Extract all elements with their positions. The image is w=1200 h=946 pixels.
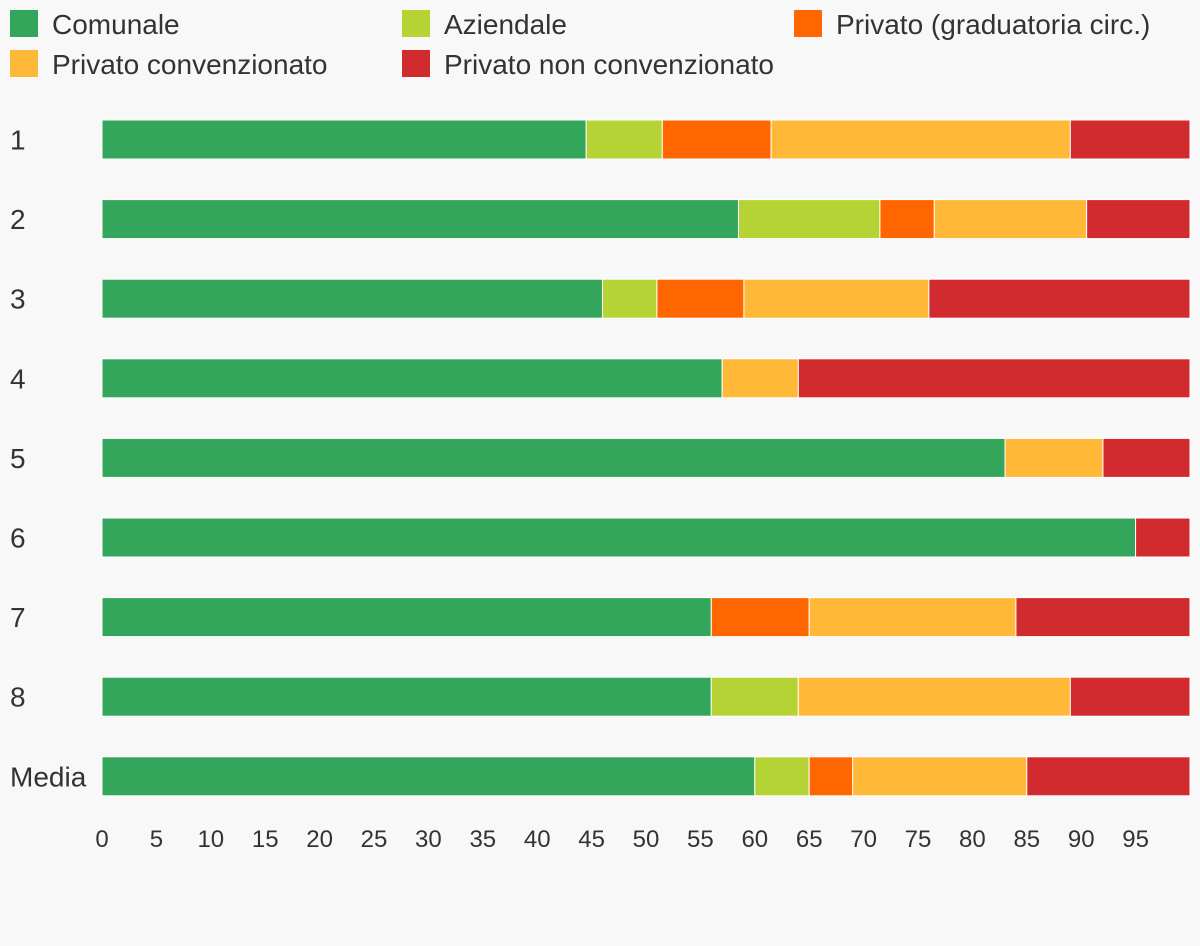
bar-segment bbox=[1004, 437, 1104, 478]
legend-swatch-privato-graduatoria-circ bbox=[794, 10, 822, 37]
x-tick-label: 40 bbox=[524, 826, 551, 853]
bar-segment bbox=[737, 199, 881, 240]
bar-segment bbox=[797, 358, 1191, 399]
bar-segment bbox=[101, 517, 1137, 558]
x-axis-ticks: 0 5 10 15 20 25 30 35 40 45 50 55 60 65 70 75 80 85 90 95 bbox=[95, 826, 1149, 853]
bar-segment bbox=[661, 119, 772, 160]
bar-segment bbox=[656, 278, 745, 319]
y-tick-label: 3 bbox=[10, 284, 26, 315]
bar-segment bbox=[1102, 437, 1191, 478]
bar-segment bbox=[1026, 756, 1191, 797]
bar-segment bbox=[1135, 517, 1191, 558]
bar-segment bbox=[754, 756, 810, 797]
y-tick-label: 2 bbox=[10, 204, 26, 235]
y-axis-labels: 1 2 3 4 5 6 7 8 Media bbox=[10, 125, 87, 793]
y-tick-label: 7 bbox=[10, 602, 26, 633]
bar-segment bbox=[808, 756, 854, 797]
bar-segment bbox=[1015, 597, 1191, 638]
bar-segment bbox=[1086, 199, 1191, 240]
bar-segment bbox=[101, 756, 756, 797]
y-tick-label: 5 bbox=[10, 443, 26, 474]
bar-segment bbox=[101, 437, 1006, 478]
legend-swatch-comunale bbox=[10, 10, 38, 37]
legend-swatch-privato-convenzionato bbox=[10, 50, 38, 77]
bar-segment bbox=[928, 278, 1191, 319]
x-tick-label: 70 bbox=[850, 826, 877, 853]
bar-segment bbox=[101, 119, 587, 160]
bar-segment bbox=[101, 199, 739, 240]
y-tick-label: 4 bbox=[10, 363, 26, 394]
x-tick-label: 30 bbox=[415, 826, 442, 853]
x-tick-label: 95 bbox=[1122, 826, 1149, 853]
x-tick-label: 45 bbox=[578, 826, 605, 853]
legend-swatch-privato-non-convenzionato bbox=[402, 50, 430, 77]
bar-segment bbox=[743, 278, 930, 319]
bar-segment bbox=[101, 358, 723, 399]
x-tick-label: 75 bbox=[905, 826, 932, 853]
y-tick-label: 6 bbox=[10, 523, 26, 554]
x-tick-label: 85 bbox=[1013, 826, 1040, 853]
x-tick-label: 5 bbox=[150, 826, 163, 853]
x-tick-label: 10 bbox=[197, 826, 224, 853]
legend-label-privato-graduatoria-circ: Privato (graduatoria circ.) bbox=[836, 9, 1150, 40]
bar-segment bbox=[585, 119, 663, 160]
x-tick-label: 60 bbox=[741, 826, 768, 853]
bar-segment bbox=[797, 676, 1071, 717]
bar-segment bbox=[101, 597, 712, 638]
bar-segment bbox=[1069, 676, 1191, 717]
x-tick-label: 65 bbox=[796, 826, 823, 853]
x-tick-label: 55 bbox=[687, 826, 714, 853]
legend-label-privato-convenzionato: Privato convenzionato bbox=[52, 49, 328, 80]
bar-segment bbox=[601, 278, 658, 319]
x-tick-label: 25 bbox=[361, 826, 388, 853]
chart-bars bbox=[101, 119, 1191, 797]
x-tick-label: 90 bbox=[1068, 826, 1095, 853]
bar-segment bbox=[710, 676, 799, 717]
bar-segment bbox=[1069, 119, 1191, 160]
legend-swatch-aziendale bbox=[402, 10, 430, 37]
bar-segment bbox=[101, 278, 603, 319]
bar-segment bbox=[852, 756, 1028, 797]
bar-segment bbox=[808, 597, 1017, 638]
x-tick-label: 80 bbox=[959, 826, 986, 853]
bar-segment bbox=[721, 358, 799, 399]
x-tick-label: 50 bbox=[633, 826, 660, 853]
y-tick-label: 1 bbox=[10, 125, 26, 156]
y-tick-label: 8 bbox=[10, 682, 26, 713]
bar-segment bbox=[933, 199, 1088, 240]
bar-segment bbox=[710, 597, 810, 638]
x-tick-label: 20 bbox=[306, 826, 333, 853]
legend-label-comunale: Comunale bbox=[52, 9, 180, 40]
x-tick-label: 15 bbox=[252, 826, 279, 853]
bar-segment bbox=[101, 676, 712, 717]
y-tick-label: Media bbox=[10, 761, 87, 792]
chart-legend: Comunale Aziendale Privato (graduatoria ci… bbox=[10, 9, 1150, 80]
x-tick-label: 0 bbox=[95, 826, 108, 853]
x-tick-label: 35 bbox=[469, 826, 496, 853]
bar-segment bbox=[879, 199, 935, 240]
legend-label-aziendale: Aziendale bbox=[444, 9, 567, 40]
legend-label-privato-non-convenzionato: Privato non convenzionato bbox=[444, 49, 774, 80]
bar-segment bbox=[770, 119, 1071, 160]
